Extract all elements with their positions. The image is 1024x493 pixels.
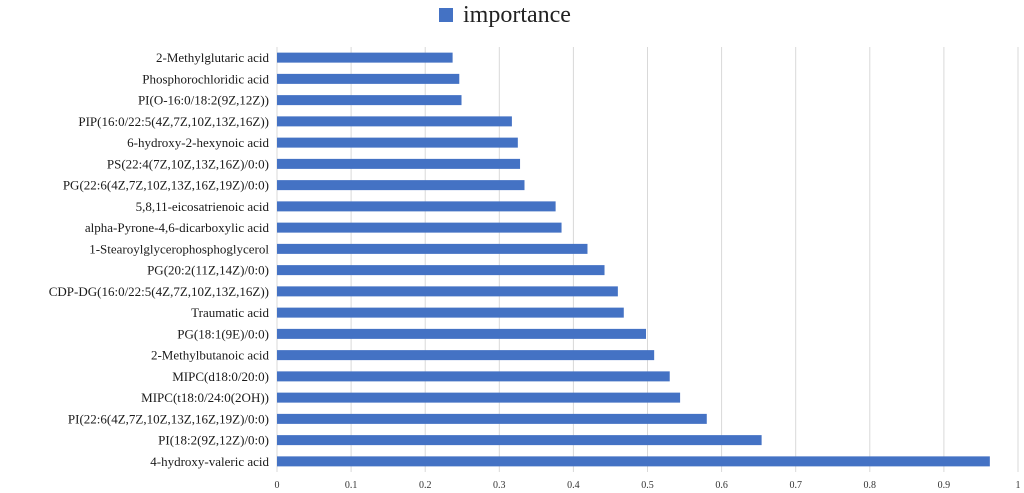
x-tick-label: 1 xyxy=(1016,480,1021,491)
x-tick-label: 0.6 xyxy=(715,480,728,491)
bar xyxy=(277,392,681,403)
x-tick-label: 0.8 xyxy=(864,480,877,491)
category-label: 2-Methylglutaric acid xyxy=(156,50,269,65)
legend-label: importance xyxy=(463,1,571,28)
bar xyxy=(277,413,707,424)
x-tick-label: 0.4 xyxy=(567,480,580,491)
x-tick-label: 0.3 xyxy=(493,480,506,491)
bars-group xyxy=(277,52,990,467)
category-label: Phosphorochloridic acid xyxy=(142,71,269,86)
bar xyxy=(277,158,521,169)
bar xyxy=(277,328,647,339)
bar xyxy=(277,350,655,361)
bar xyxy=(277,435,762,446)
x-tick-label: 0.7 xyxy=(789,480,802,491)
category-label: PG(18:1(9E)/0:0) xyxy=(177,326,269,341)
bar xyxy=(277,222,562,233)
x-tick-label: 0.2 xyxy=(419,480,432,491)
bar xyxy=(277,73,460,84)
category-label: alpha-Pyrone-4,6-dicarboxylic acid xyxy=(85,220,270,235)
bar xyxy=(277,52,453,63)
category-label: PS(22:4(7Z,10Z,13Z,16Z)/0:0) xyxy=(107,156,269,171)
x-tick-label: 0 xyxy=(275,480,280,491)
category-label: 6-hydroxy-2-hexynoic acid xyxy=(127,135,269,150)
bar xyxy=(277,180,525,191)
bar xyxy=(277,116,512,127)
grid-lines xyxy=(276,47,1019,472)
bar xyxy=(277,371,670,382)
category-label: PI(O-16:0/18:2(9Z,12Z)) xyxy=(138,93,269,108)
category-label: 5,8,11-eicosatrienoic acid xyxy=(136,199,270,214)
x-tick-label: 0.1 xyxy=(345,480,358,491)
bar xyxy=(277,201,556,212)
category-label: PIP(16:0/22:5(4Z,7Z,10Z,13Z,16Z)) xyxy=(78,114,269,129)
category-label: 4-hydroxy-valeric acid xyxy=(150,454,269,469)
bar xyxy=(277,265,605,276)
category-label: PG(20:2(11Z,14Z)/0:0) xyxy=(147,263,269,278)
category-label: MIPC(t18:0/24:0(2OH)) xyxy=(141,390,269,405)
category-label: PI(18:2(9Z,12Z)/0:0) xyxy=(158,433,269,448)
bar xyxy=(277,137,518,148)
category-label: PI(22:6(4Z,7Z,10Z,13Z,16Z,19Z)/0:0) xyxy=(68,411,269,426)
category-label: 2-Methylbutanoic acid xyxy=(151,348,270,363)
category-label: CDP-DG(16:0/22:5(4Z,7Z,10Z,13Z,16Z)) xyxy=(49,284,269,299)
category-label: MIPC(d18:0/20:0) xyxy=(172,369,269,384)
bar xyxy=(277,456,990,467)
x-tick-label: 0.9 xyxy=(938,480,951,491)
bar xyxy=(277,243,588,254)
bar xyxy=(277,286,618,297)
category-label: Traumatic acid xyxy=(191,305,269,320)
x-tick-label: 0.5 xyxy=(641,480,654,491)
category-labels: 2-Methylglutaric acid Phosphorochloridic … xyxy=(49,50,270,469)
category-label: 1-Stearoylglycerophosphoglycerol xyxy=(89,241,269,256)
bar xyxy=(277,95,462,106)
legend-swatch xyxy=(439,8,453,22)
x-tick-labels: 0 0.1 0.2 0.3 0.4 0.5 0.6 0.7 0.8 0.9 1 xyxy=(275,480,1021,491)
bar xyxy=(277,307,624,318)
category-label: PG(22:6(4Z,7Z,10Z,13Z,16Z,19Z)/0:0) xyxy=(63,178,269,193)
chart-legend: importance xyxy=(439,2,571,28)
